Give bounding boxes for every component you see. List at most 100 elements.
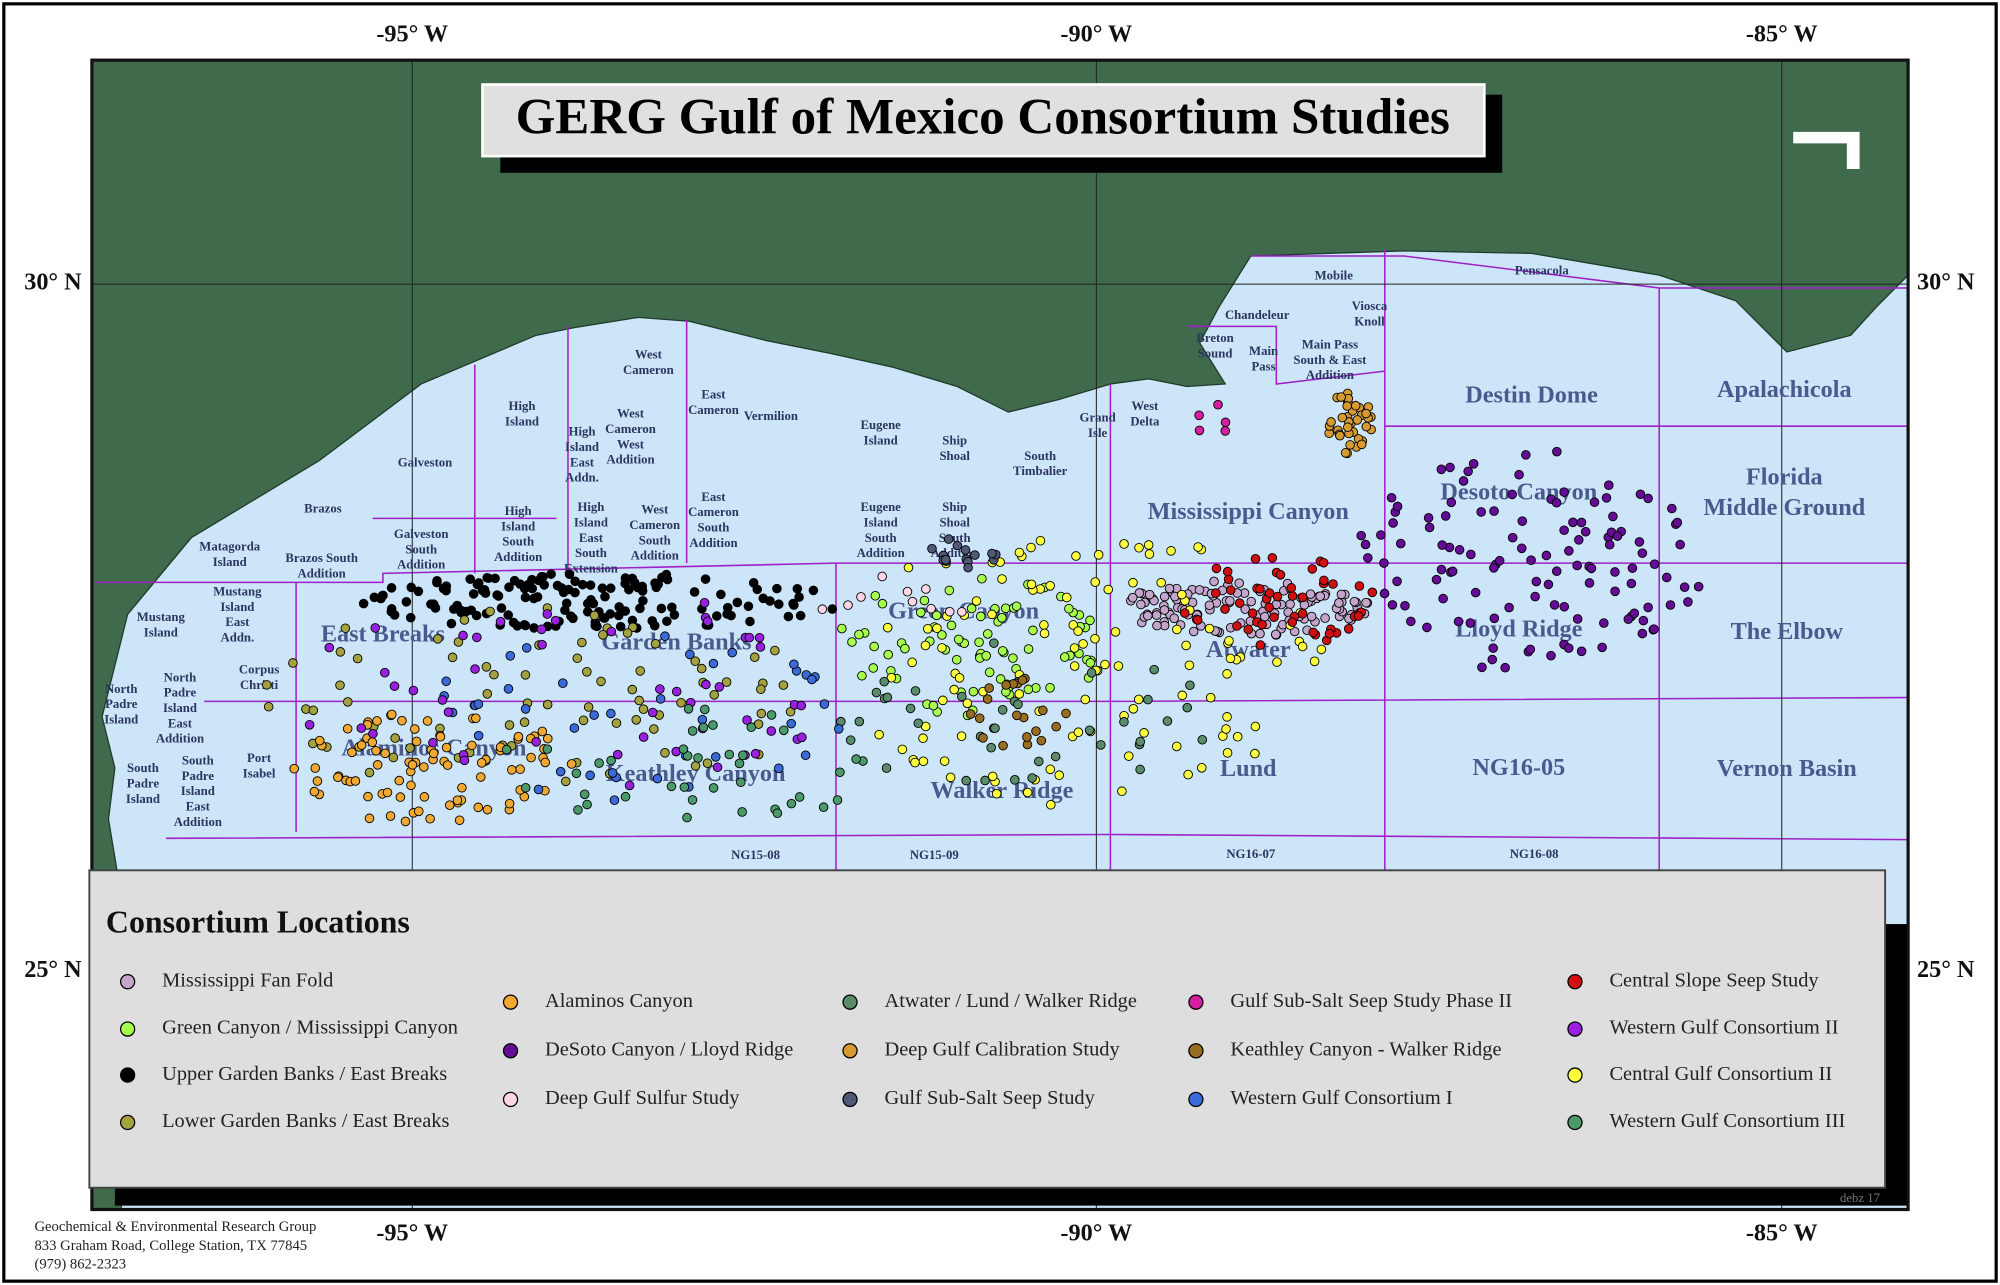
sample-site (1038, 705, 1048, 716)
sample-site (564, 569, 575, 580)
sample-site (1559, 487, 1569, 497)
legend: Mississippi Fan Fold Green Canyon / Missi… (119, 969, 1845, 1132)
sample-site (1572, 614, 1583, 624)
sample-site (572, 653, 583, 664)
area-label: Grand (1080, 410, 1116, 424)
area-label: Cameron (688, 403, 739, 417)
sample-site (1211, 563, 1222, 574)
sample-site (998, 740, 1008, 751)
sample-site (1446, 497, 1457, 508)
sample-site (481, 662, 492, 672)
sample-site (1551, 566, 1562, 577)
sample-site (1035, 535, 1046, 546)
sample-site (766, 710, 777, 720)
legend-label: Upper Garden Banks / East Breaks (162, 1063, 447, 1085)
sample-site (1156, 577, 1166, 588)
sample-site (1017, 675, 1028, 685)
sample-site (425, 813, 435, 824)
sample-site (382, 787, 393, 798)
sample-site (1318, 557, 1329, 568)
area-label: South & East (1293, 353, 1367, 367)
sample-site (582, 799, 592, 810)
sample-site (1634, 537, 1645, 547)
sample-site (971, 596, 982, 606)
sample-site (356, 723, 367, 733)
sample-site (900, 643, 910, 654)
sample-site (493, 591, 504, 601)
area-label: West (617, 407, 645, 421)
longitude-label: -90° W (1060, 20, 1132, 47)
sample-site (984, 667, 995, 678)
sample-site (945, 772, 956, 783)
sample-site (358, 598, 369, 609)
legend-swatch (1567, 1021, 1583, 1037)
footer-line: Geochemical & Environmental Research Gro… (34, 1219, 316, 1235)
sample-site (394, 775, 405, 786)
sample-site (482, 572, 492, 583)
sample-site (1672, 517, 1683, 528)
sample-site (1255, 584, 1265, 594)
sample-site (443, 707, 454, 717)
legend-swatch (1188, 1043, 1204, 1059)
sample-site (1127, 592, 1138, 603)
legend-label: Green Canyon / Mississippi Canyon (162, 1017, 458, 1039)
sample-site (1488, 643, 1498, 653)
sample-site (1059, 652, 1070, 662)
sample-site (1453, 616, 1464, 627)
sample-site (508, 617, 519, 628)
sample-site (473, 802, 484, 813)
sample-site (1610, 567, 1620, 577)
sample-site (970, 550, 980, 560)
sample-site (627, 573, 638, 584)
longitude-label: -90° W (1060, 1220, 1132, 1247)
sample-site (1090, 633, 1100, 644)
sample-site (652, 773, 663, 784)
latitude-label: 30° N (1917, 269, 1975, 296)
sample-site (1188, 626, 1199, 637)
sample-site (722, 602, 733, 613)
sample-site (1437, 540, 1448, 550)
sample-site (1034, 756, 1044, 767)
sample-site (1361, 408, 1371, 419)
area-label: The Elbow (1731, 618, 1844, 645)
area-label: South (865, 531, 897, 545)
sample-site (1285, 599, 1295, 610)
sample-site (1197, 734, 1208, 745)
sample-site (1526, 555, 1536, 566)
sample-site (606, 708, 616, 719)
area-label: Isle (1088, 426, 1107, 440)
sample-site (526, 752, 536, 763)
sample-site (1022, 732, 1032, 742)
area-label: East (168, 716, 193, 730)
sample-site (624, 780, 635, 791)
sample-site (1026, 579, 1037, 590)
sample-site (540, 757, 551, 768)
sample-site (401, 597, 412, 607)
sample-site (997, 705, 1008, 715)
land (91, 59, 1909, 1211)
sample-site (963, 562, 973, 573)
sample-site (1345, 440, 1355, 450)
area-label: Pass (1252, 359, 1276, 373)
sample-site (1213, 399, 1223, 410)
area-label: Mississippi Canyon (1148, 498, 1350, 525)
sample-site (1438, 593, 1448, 604)
sample-site (380, 748, 390, 759)
sample-site (1392, 501, 1403, 512)
sample-site (698, 722, 709, 733)
sample-site (779, 725, 789, 736)
sample-site (352, 653, 363, 664)
area-label: South (127, 761, 159, 775)
legend-label: Mississippi Fan Fold (162, 969, 333, 991)
sample-site (1683, 597, 1693, 607)
sample-site (1275, 569, 1286, 580)
sample-site (520, 704, 531, 714)
sample-site (678, 744, 689, 754)
legend-swatch (119, 1021, 136, 1037)
sample-site (1113, 661, 1124, 671)
legend-swatch (1567, 973, 1583, 990)
sample-site (905, 703, 916, 714)
sample-site (676, 697, 686, 708)
sample-site (1297, 592, 1308, 603)
sample-site (997, 612, 1007, 623)
